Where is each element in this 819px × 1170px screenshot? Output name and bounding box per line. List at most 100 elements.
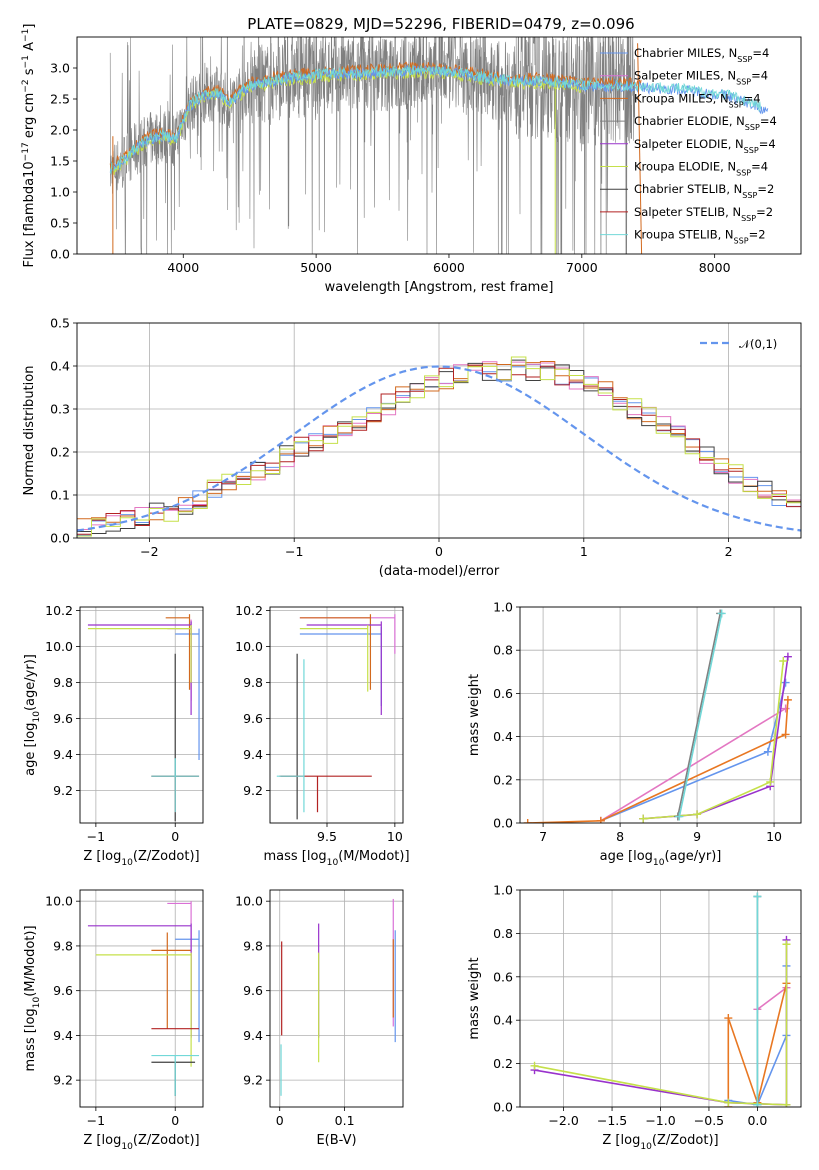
x-tick-label: 8	[616, 829, 624, 844]
weight-line	[677, 613, 721, 817]
y-tick-label: 1.0	[493, 883, 513, 898]
text-run: E(B-V)	[316, 1133, 356, 1148]
y-tick-label: 9.6	[243, 711, 263, 726]
x-tick-label: 0	[276, 1113, 284, 1128]
weight-line	[600, 707, 787, 822]
x-tick-label: 2	[725, 544, 733, 559]
y-axis-label: mass weight	[467, 674, 482, 756]
text-run: SSP	[744, 145, 759, 154]
text-run: =2	[756, 205, 773, 219]
residual-histogram	[77, 361, 801, 526]
text-run: Kroupa ELODIE, N	[634, 160, 736, 174]
weight-marker	[783, 652, 792, 661]
weight-marker	[782, 940, 791, 949]
plot-area	[530, 892, 791, 1107]
text-run: SSP	[741, 213, 756, 222]
plot-area	[77, 356, 801, 537]
text-run: SSP	[737, 55, 752, 64]
weight-marker	[766, 777, 775, 786]
model-spectrum-line	[109, 64, 769, 173]
axes-frame	[79, 606, 204, 824]
plot-area	[280, 898, 396, 1096]
axes-frame	[269, 889, 404, 1108]
text-run: mass weight	[467, 674, 482, 756]
x-axis-label: Z [log10(Z/Zodot)]	[83, 849, 199, 868]
text-run: odot	[679, 1133, 708, 1148]
y-axis-label: mass [log10(M/Modot)]	[23, 925, 42, 1071]
axes-residuals: −2 −1 0 1 2 0.0 0.1 0.2 0.3 0.4 0.5 (data-model)/er…	[22, 316, 802, 579]
plot-area	[87, 901, 200, 1096]
x-axis-label: wavelength [Angstrom, rest frame]	[325, 280, 554, 295]
y-tick-label: 10.0	[45, 894, 73, 909]
text-run: Chabrier STELIB, N	[634, 182, 742, 196]
weight-marker	[781, 730, 790, 739]
text-run: Z [log	[83, 1133, 121, 1148]
y-tick-label: 9.8	[53, 675, 73, 690]
weight-marker	[753, 892, 762, 901]
weight-line	[756, 986, 787, 1011]
legend-label: Kroupa ELODIE, NSSP=4	[634, 160, 768, 178]
axes-mass_vs_ebv: 0 0.1 9.2 9.4 9.6 9.8 10.0 E(B-V)	[235, 889, 404, 1148]
normal-curve	[77, 365, 801, 532]
text-run: Kroupa STELIB, N	[634, 228, 734, 242]
text-run: 10	[121, 1142, 133, 1152]
y-tick-label: 9.2	[243, 783, 263, 798]
text-run: 10	[32, 997, 42, 1009]
text-run: Normed distribution	[22, 366, 37, 496]
text-run: Chabrier ELODIE, N	[634, 114, 745, 128]
x-tick-label: −2.0	[548, 1113, 578, 1128]
axes-mass_vs_Z: −1 09.29.49.69.810.0Z [log10(Z/Zodot)]mas…	[23, 889, 204, 1152]
x-tick-label: −2	[140, 544, 158, 559]
y-tick-label: 3.0	[50, 61, 70, 76]
x-axis-label: age [log10(age/yr)]	[600, 849, 722, 868]
text-run: erg cm	[22, 93, 37, 142]
text-run: −1	[21, 29, 31, 42]
weight-marker	[782, 1100, 791, 1107]
axes-frame	[76, 36, 802, 255]
text-run: s	[22, 68, 37, 79]
y-tick-label: 9.2	[53, 783, 73, 798]
text-run: SSP	[729, 100, 744, 109]
x-tick-label: −1	[285, 544, 303, 559]
axes-frame	[269, 606, 404, 824]
x-axis-label: mass [log10(M/Modot)]	[263, 849, 409, 868]
text-run: =2	[749, 228, 766, 242]
weight-marker	[693, 810, 702, 819]
legend-label: Salpeter ELODIE, NSSP=4	[634, 137, 776, 155]
legend-label: Chabrier MILES, NSSP=4	[634, 46, 769, 64]
y-tick-label: 0.5	[50, 216, 70, 231]
x-tick-label: −1.5	[597, 1113, 627, 1128]
legend-label: 𝒩(0,1)	[739, 337, 777, 351]
text-run: SSP	[742, 191, 757, 200]
text-run: wavelength [Angstrom, rest frame]	[325, 280, 554, 295]
figure-title: PLATE=0829, MJD=52296, FIBERID=0479, z=0…	[247, 15, 634, 33]
x-tick-label: 10	[387, 829, 403, 844]
plots-layer: 4000 5000 6000 7000 80000.00.51.01.52.02.53.…	[21, 24, 802, 1152]
text-run: =4	[759, 137, 776, 151]
weight-marker	[523, 819, 532, 823]
y-tick-label: 0.4	[493, 729, 513, 744]
x-tick-label: 9	[693, 829, 701, 844]
y-tick-label: 0.0	[493, 1100, 513, 1115]
text-run: ]	[22, 24, 37, 29]
text-run: (Z/Z	[652, 1133, 679, 1148]
plot-area	[87, 614, 200, 822]
text-run: )]	[708, 1133, 718, 1148]
text-run: 10	[653, 858, 665, 868]
legend-label: Salpeter MILES, NSSP=4	[634, 69, 768, 87]
y-tick-label: 10.2	[235, 603, 263, 618]
x-axis-label: Z [log10(Z/Zodot)]	[83, 1133, 199, 1152]
text-run: =4	[744, 91, 761, 105]
text-run: 10	[327, 858, 339, 868]
x-tick-label: −0.5	[694, 1113, 724, 1128]
text-run: 𝒩(0,1)	[739, 337, 777, 351]
weight-marker	[779, 657, 788, 665]
legend-label: Kroupa STELIB, NSSP=2	[634, 228, 766, 246]
model-spectrum-line	[109, 64, 762, 175]
text-run: −1	[21, 55, 31, 68]
text-run: mass weight	[467, 957, 482, 1039]
y-tick-label: 9.8	[243, 675, 263, 690]
text-run: odot	[160, 849, 189, 864]
y-tick-label: 0.4	[493, 1013, 513, 1028]
y-tick-label: 0.2	[493, 772, 513, 787]
